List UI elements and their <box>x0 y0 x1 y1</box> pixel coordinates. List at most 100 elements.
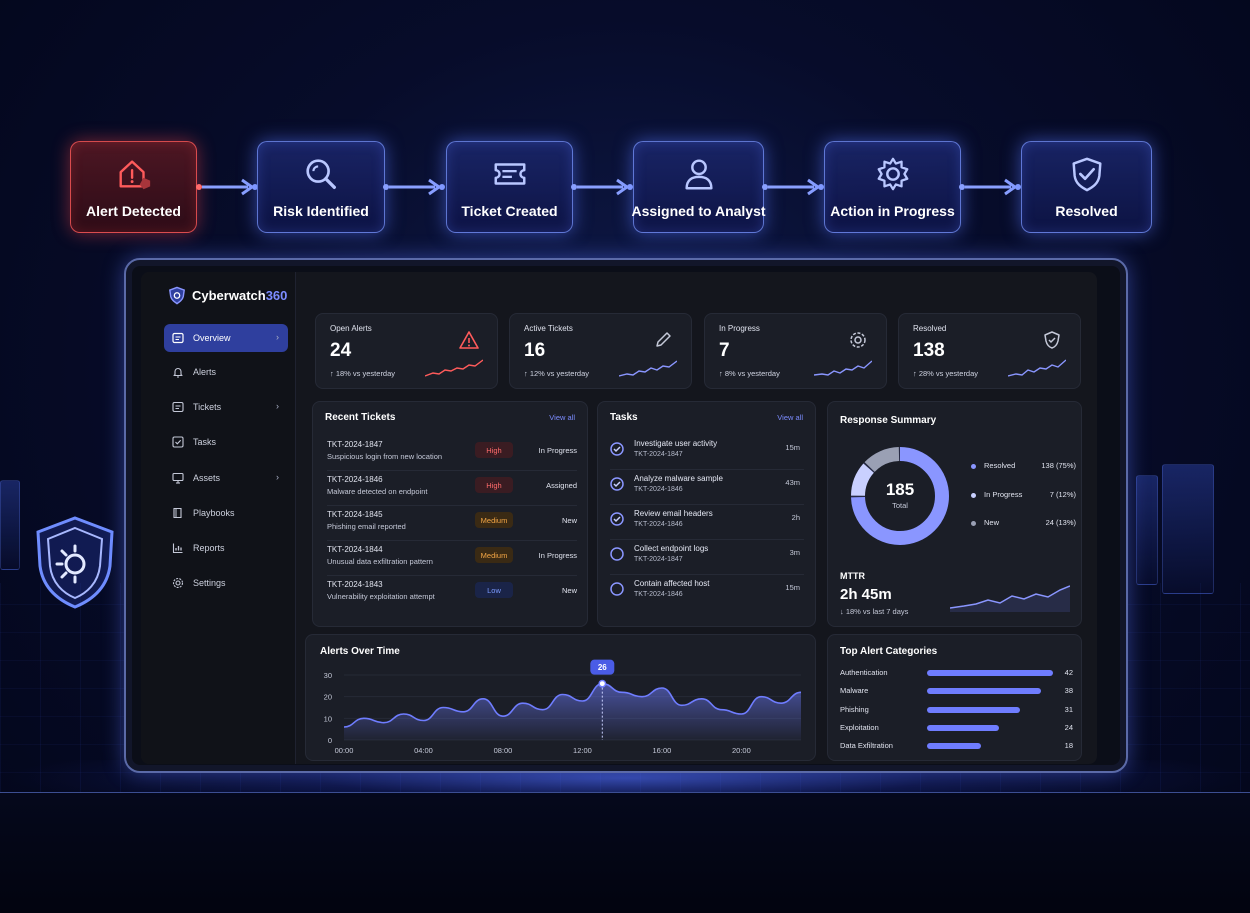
kpi-card-active-tickets[interactable]: Active Tickets 16 ↑ 12% vs yesterday <box>509 313 692 389</box>
category-label: Malware <box>840 686 869 696</box>
category-row[interactable]: Exploitation 24 <box>840 722 1073 736</box>
alert-house-icon <box>119 160 150 190</box>
table-row[interactable]: TKT-2024-1844 Unusual data exfiltration … <box>327 543 577 573</box>
sidebar-item-tasks[interactable]: Tasks <box>164 428 288 456</box>
workflow-step-label: Ticket Created <box>461 203 558 219</box>
y-tick-label: 20 <box>324 693 332 702</box>
row-divider <box>610 539 804 540</box>
workflow-arrow <box>762 178 824 196</box>
empty-circle-icon[interactable] <box>610 582 624 596</box>
check-circle-icon[interactable] <box>610 442 624 456</box>
task-ticket-id: TKT-2024-1847 <box>634 556 683 563</box>
ticket-status: Assigned <box>546 481 577 490</box>
gear-icon <box>172 577 184 589</box>
category-bar <box>927 724 999 731</box>
sidebar-item-label: Overview <box>193 333 231 343</box>
list-item[interactable]: Review email headers TKT-2024-1846 2h <box>610 508 806 538</box>
task-ticket-id: TKT-2024-1846 <box>634 486 683 493</box>
legend-value: 138 (75%) <box>1041 461 1076 470</box>
sidebar-item-settings[interactable]: Settings <box>164 569 288 597</box>
kpi-label: Open Alerts <box>330 324 372 333</box>
table-row[interactable]: TKT-2024-1847 Suspicious login from new … <box>327 438 577 468</box>
area-fill <box>344 683 801 740</box>
ticket-status: In Progress <box>538 446 577 455</box>
category-row[interactable]: Phishing 31 <box>840 704 1073 718</box>
gear-icon <box>877 157 908 191</box>
table-row[interactable]: TKT-2024-1845 Phishing email reported Me… <box>327 508 577 538</box>
list-item[interactable]: Collect endpoint logs TKT-2024-1847 3m <box>610 543 806 573</box>
category-row[interactable]: Data Exfiltration 18 <box>840 740 1073 754</box>
category-label: Phishing <box>840 704 869 714</box>
shield-logo-icon <box>169 286 185 305</box>
sidebar-item-alerts[interactable]: Alerts <box>164 358 288 386</box>
list-item[interactable]: Investigate user activity TKT-2024-1847 … <box>610 438 806 468</box>
task-time: 43m <box>785 478 800 487</box>
category-label: Authentication <box>840 668 888 677</box>
legend-row: Resolved 138 (75%) <box>971 461 1076 475</box>
task-ticket-id: TKT-2024-1846 <box>634 591 683 598</box>
legend-label: New <box>984 518 1000 527</box>
check-circle-icon[interactable] <box>610 477 624 491</box>
task-ticket-id: TKT-2024-1847 <box>634 451 683 458</box>
dashboard-screen: Cyberwatch 360 Overview › Alerts Tickets … <box>141 272 1097 764</box>
row-divider <box>610 504 804 505</box>
legend-row: In Progress 7 (12%) <box>971 490 1076 504</box>
sidebar-item-tickets[interactable]: Tickets › <box>164 393 288 421</box>
donut-segment-resolved <box>851 447 949 545</box>
check-circle-icon[interactable] <box>610 512 624 526</box>
alerts-over-time-panel: Alerts Over Time 0 10 20 30 00:00 04:00 08:00 1… <box>305 634 816 761</box>
category-value: 31 <box>1064 704 1073 714</box>
x-tick-label: 12:00 <box>573 746 592 755</box>
task-time: 15m <box>785 583 800 592</box>
mttr-label: MTTR <box>840 571 865 581</box>
sidebar-item-reports[interactable]: Reports <box>164 534 288 562</box>
workflow-step-label: Resolved <box>1055 203 1118 219</box>
sidebar-item-playbooks[interactable]: Playbooks <box>164 499 288 527</box>
table-row[interactable]: TKT-2024-1846 Malware detected on endpoi… <box>327 473 577 503</box>
kpi-card-in-progress[interactable]: In Progress 7 ↑ 8% vs yesterday <box>704 313 887 389</box>
legend-dot <box>971 464 976 469</box>
ticket-status: New <box>561 516 577 525</box>
sidebar-item-overview[interactable]: Overview › <box>164 324 288 352</box>
category-bar <box>927 743 981 750</box>
priority-badge: Medium <box>475 512 513 528</box>
ticket-id: TKT-2024-1847 <box>327 440 383 449</box>
ticket-description: Suspicious login from new location <box>327 452 443 461</box>
list-item[interactable]: Analyze malware sample TKT-2024-1846 43m <box>610 473 806 503</box>
kpi-card-open-alerts[interactable]: Open Alerts 24 ↑ 18% vs yesterday <box>315 313 498 389</box>
legend-dot <box>971 521 976 526</box>
y-tick-label: 0 <box>328 736 332 745</box>
category-bar <box>927 688 1041 695</box>
ticket-status: In Progress <box>538 551 577 560</box>
series-line <box>343 682 802 728</box>
sidebar-item-label: Reports <box>193 543 225 553</box>
table-row[interactable]: TKT-2024-1843 Vulnerability exploitation… <box>327 578 577 608</box>
task-time: 3m <box>789 548 800 557</box>
category-row[interactable]: Authentication 42 <box>840 667 1073 681</box>
gear-icon <box>850 332 866 348</box>
view-all-link[interactable]: View all <box>549 413 575 422</box>
legend-label: In Progress <box>984 490 1023 499</box>
kpi-card-resolved[interactable]: Resolved 138 ↑ 28% vs yesterday <box>898 313 1081 389</box>
highlight-point[interactable] <box>598 679 607 688</box>
workflow-arrow <box>571 178 633 196</box>
server-rack-left <box>1136 475 1158 585</box>
ticket-id: TKT-2024-1844 <box>327 545 383 554</box>
ticket-description: Phishing email reported <box>327 522 406 531</box>
list-item[interactable]: Contain affected host TKT-2024-1846 15m <box>610 578 806 608</box>
sidebar-item-assets[interactable]: Assets › <box>164 464 288 492</box>
brand-name: Cyberwatch <box>192 288 266 303</box>
x-tick-label: 04:00 <box>414 746 433 755</box>
category-row[interactable]: Malware 38 <box>840 685 1073 699</box>
server-rack-left-edge <box>0 480 20 570</box>
sparkline <box>814 360 872 376</box>
brand-logo[interactable]: Cyberwatch 360 <box>168 286 287 305</box>
kpi-change: ↑ 12% vs yesterday <box>524 369 590 378</box>
panel-title: Tasks <box>610 412 638 423</box>
legend-value: 7 (12%) <box>1049 490 1076 499</box>
empty-circle-icon[interactable] <box>610 547 624 561</box>
kpi-value: 24 <box>330 340 352 361</box>
view-all-link[interactable]: View all <box>777 413 803 422</box>
priority-badge: Low <box>475 582 513 598</box>
chart-icon <box>172 543 183 554</box>
